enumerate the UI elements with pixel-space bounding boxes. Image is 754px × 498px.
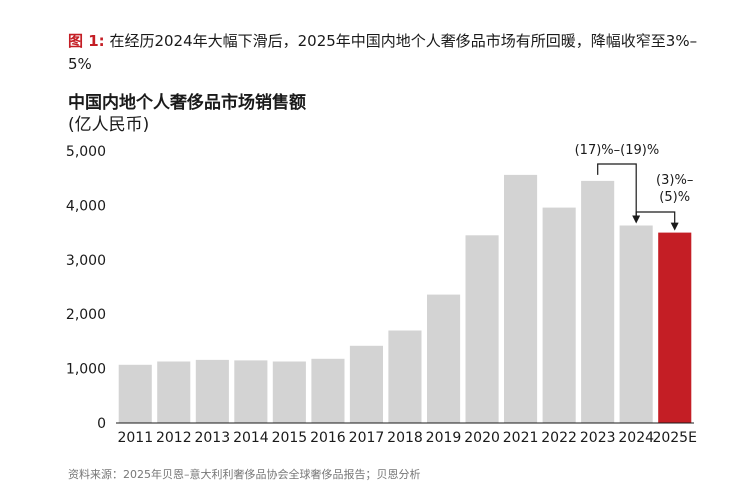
bar-2022: [542, 207, 576, 423]
x-tick-label-2018: 2018: [387, 430, 423, 446]
source-note: 资料来源：2025年贝恩–意大利利奢侈品协会全球奢侈品报告；贝恩分析: [68, 468, 421, 481]
x-tick-label-2016: 2016: [310, 430, 346, 446]
x-tick-label-2021: 2021: [503, 430, 539, 446]
bar-2020: [465, 235, 499, 423]
change-label-1-0: (3)%–: [656, 173, 693, 188]
bar-2018: [388, 330, 422, 423]
bar-2013: [195, 359, 229, 423]
x-tick-label-2020: 2020: [464, 430, 500, 446]
y-tick-label-4000: 4,000: [66, 198, 106, 214]
bar-2016: [311, 358, 345, 423]
x-tick-label-2022: 2022: [541, 430, 577, 446]
chart-unit-label: (亿人民币): [68, 115, 150, 135]
bar-2015: [272, 361, 306, 423]
y-tick-label-2000: 2,000: [66, 307, 106, 323]
x-tick-label-2025E: 2025E: [652, 430, 696, 446]
x-tick-label-2015: 2015: [272, 430, 308, 446]
bar-2012: [157, 361, 191, 423]
change-label-1-1: (5)%: [659, 190, 690, 205]
bar-2025E: [658, 232, 692, 423]
x-tick-label-2013: 2013: [194, 430, 230, 446]
figure-label: 图 1:: [68, 32, 105, 50]
x-tick-label-2011: 2011: [117, 430, 153, 446]
y-tick-label-0: 0: [97, 416, 106, 432]
bar-2011: [118, 364, 152, 423]
y-tick-label-3000: 3,000: [66, 253, 106, 269]
y-tick-label-5000: 5,000: [66, 144, 106, 160]
change-arrow-1: [635, 211, 679, 231]
figure-caption: 图 1: 在经历2024年大幅下滑后，2025年中国内地个人奢侈品市场有所回暖，…: [68, 30, 708, 76]
bar-2017: [349, 345, 383, 423]
bar-2019: [427, 294, 461, 423]
bar-2021: [504, 174, 538, 423]
bar-2024: [619, 225, 653, 423]
bar-2014: [234, 360, 268, 423]
x-tick-label-2019: 2019: [426, 430, 462, 446]
figure-caption-text: 在经历2024年大幅下滑后，2025年中国内地个人奢侈品市场有所回暖，降幅收窄至…: [68, 32, 698, 73]
x-tick-label-2024: 2024: [618, 430, 654, 446]
bar-2023: [581, 180, 615, 423]
change-arrow-0: [597, 163, 641, 224]
x-tick-label-2017: 2017: [349, 430, 385, 446]
x-tick-label-2023: 2023: [580, 430, 616, 446]
x-tick-label-2012: 2012: [156, 430, 192, 446]
chart-title: 中国内地个人奢侈品市场销售额: [68, 93, 306, 113]
x-tick-label-2014: 2014: [233, 430, 269, 446]
y-tick-label-1000: 1,000: [66, 362, 106, 378]
change-label-0-0: (17)%–(19)%: [575, 143, 660, 158]
